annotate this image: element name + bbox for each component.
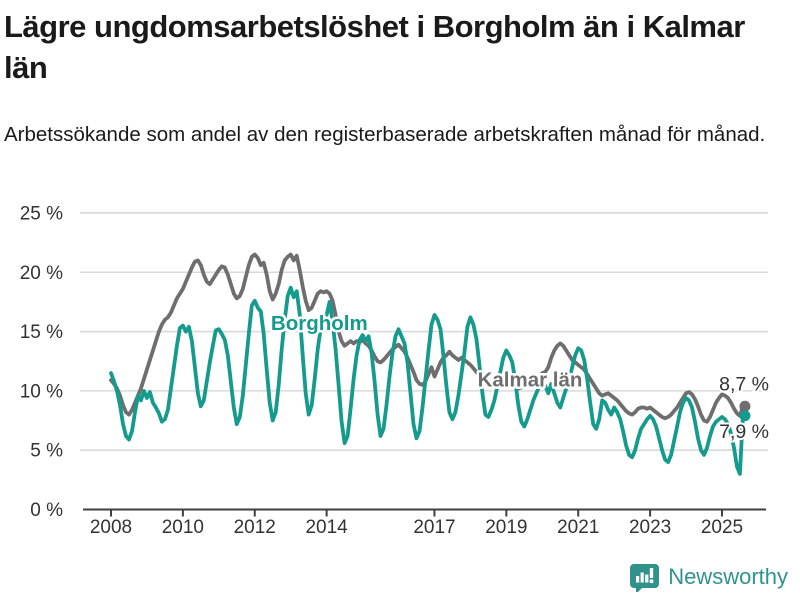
x-tick-label: 2023 [629, 517, 671, 538]
y-tick-label: 15 % [20, 322, 63, 343]
x-tick-label: 2012 [234, 517, 276, 538]
unemployment-line-chart: 0 % 5 % 10 % 15 % 20 % 25 % 2008 2010 2012 2014 20… [20, 203, 771, 538]
x-tick-label: 2021 [557, 517, 599, 538]
borgholm-end-value-label: 7,9 % [719, 421, 769, 443]
y-tick-label: 10 % [20, 381, 63, 402]
chart-subtitle: Arbetssökande som andel av den registerb… [4, 123, 766, 146]
brand-name: Newsworthy [668, 563, 788, 589]
page-title: Lägre ungdomsarbetslöshet i Borgholm än … [4, 9, 745, 85]
x-tick-label: 2025 [701, 517, 743, 538]
kalmar-län-end-dot [739, 400, 751, 412]
y-tick-label: 25 % [20, 203, 63, 224]
x-tick-label: 2014 [305, 517, 348, 538]
x-tick-label: 2019 [485, 517, 527, 538]
borgholm-line [109, 285, 745, 476]
brand-footer: Newsworthy [629, 561, 788, 592]
x-tick-label: 2008 [90, 517, 132, 538]
x-tick-label: 2017 [413, 517, 455, 538]
borgholm-end-dot [739, 410, 751, 422]
y-tick-label: 20 % [20, 263, 63, 284]
y-tick-label: 5 % [30, 441, 63, 462]
newsworthy-logo-icon [630, 564, 660, 592]
y-tick-label: 0 % [30, 500, 63, 521]
kalmar-län-end-value-label: 8,7 % [719, 373, 769, 395]
kalmar-län-series-label: Kalmar län [478, 369, 583, 392]
x-tick-label: 2010 [162, 517, 204, 538]
borgholm-series-label: Borgholm [271, 312, 368, 335]
